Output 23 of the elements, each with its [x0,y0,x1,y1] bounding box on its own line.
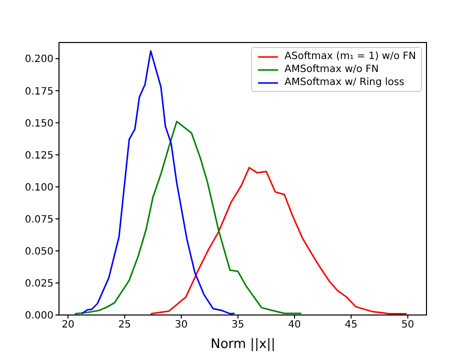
y-tick-label: 0.150 [24,118,54,130]
legend-label: AMSoftmax w/o FN [284,63,379,76]
legend-label: AMSoftmax w/ Ring loss [284,76,404,89]
line-series [74,120,302,314]
x-tick-label: 45 [344,320,358,331]
x-axis-title: Norm ||x|| [210,337,276,352]
legend-label: ASoftmax (m₁ = 1) w/o FN [284,50,416,63]
x-tick-label: 40 [288,320,301,331]
y-tick-label: 0.000 [24,310,54,322]
y-tick-label: 0.050 [24,246,54,258]
y-tick-label: 0.075 [24,214,54,226]
y-tick-label: 0.025 [24,278,54,290]
line-series [80,50,236,314]
y-tick-label: 0.100 [24,182,54,194]
x-tick-label: 20 [62,320,74,331]
x-tick-label: 50 [401,320,414,331]
y-tick-label: 0.175 [24,86,54,98]
x-tick-label: 30 [174,320,188,331]
y-tick-label: 0.125 [24,150,54,162]
line-series [150,166,408,314]
y-tick-label: 0.200 [24,54,54,66]
x-tick-label: 35 [232,320,244,331]
x-tick-label: 25 [118,320,132,331]
